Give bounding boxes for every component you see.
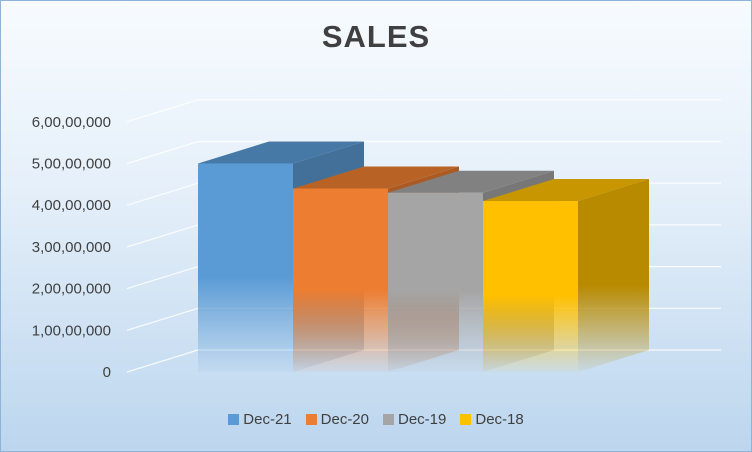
y-tick-label: 0 [103, 364, 111, 381]
gridline-side [126, 266, 199, 290]
legend-swatch [383, 414, 394, 425]
gridline-side [126, 349, 199, 373]
bar-front [483, 201, 578, 372]
y-tick-label: 1,00,00,000 [32, 322, 111, 339]
bar-front [388, 192, 483, 372]
legend-swatch [460, 414, 472, 425]
chart-title: SALES [321, 19, 431, 54]
legend: Dec-21 Dec-20 Dec-19 Dec-18 [1, 411, 751, 428]
legend-item: Dec-18 [460, 411, 524, 428]
bar-front [293, 188, 388, 372]
bar-top [198, 141, 364, 164]
legend-item: Dec-20 [305, 411, 369, 428]
gridline-side [126, 307, 199, 331]
legend-label: Dec-19 [398, 411, 447, 428]
bar-front [198, 163, 293, 372]
y-tick-label: 2,00,00,000 [32, 281, 111, 298]
y-tick-label: 6,00,00,000 [32, 114, 111, 131]
bar-side [578, 179, 649, 372]
y-tick-label: 4,00,00,000 [32, 197, 111, 214]
y-tick-label: 5,00,00,000 [32, 156, 111, 173]
gridline-side [126, 99, 199, 123]
y-tick-label: 3,00,00,000 [32, 239, 111, 256]
bar-top [388, 170, 554, 193]
gridline-side [126, 140, 199, 165]
bars [198, 141, 649, 372]
legend-label: Dec-18 [475, 411, 524, 428]
legend-item: Dec-19 [383, 411, 446, 428]
legend-swatch [305, 414, 317, 425]
bar-top [293, 166, 459, 189]
legend-swatch [228, 414, 240, 425]
bar-Dec-18 [483, 179, 649, 372]
legend-label: Dec-21 [243, 411, 292, 428]
legend-item: Dec-21 [228, 411, 292, 428]
y-axis: 0 1,00,00,000 2,00,00,000 3,00,00,000 4,00,0… [32, 114, 111, 381]
legend-label: Dec-20 [320, 411, 369, 428]
gridline-side [126, 224, 199, 248]
bar-top [483, 179, 649, 202]
gridline-side [126, 182, 199, 206]
